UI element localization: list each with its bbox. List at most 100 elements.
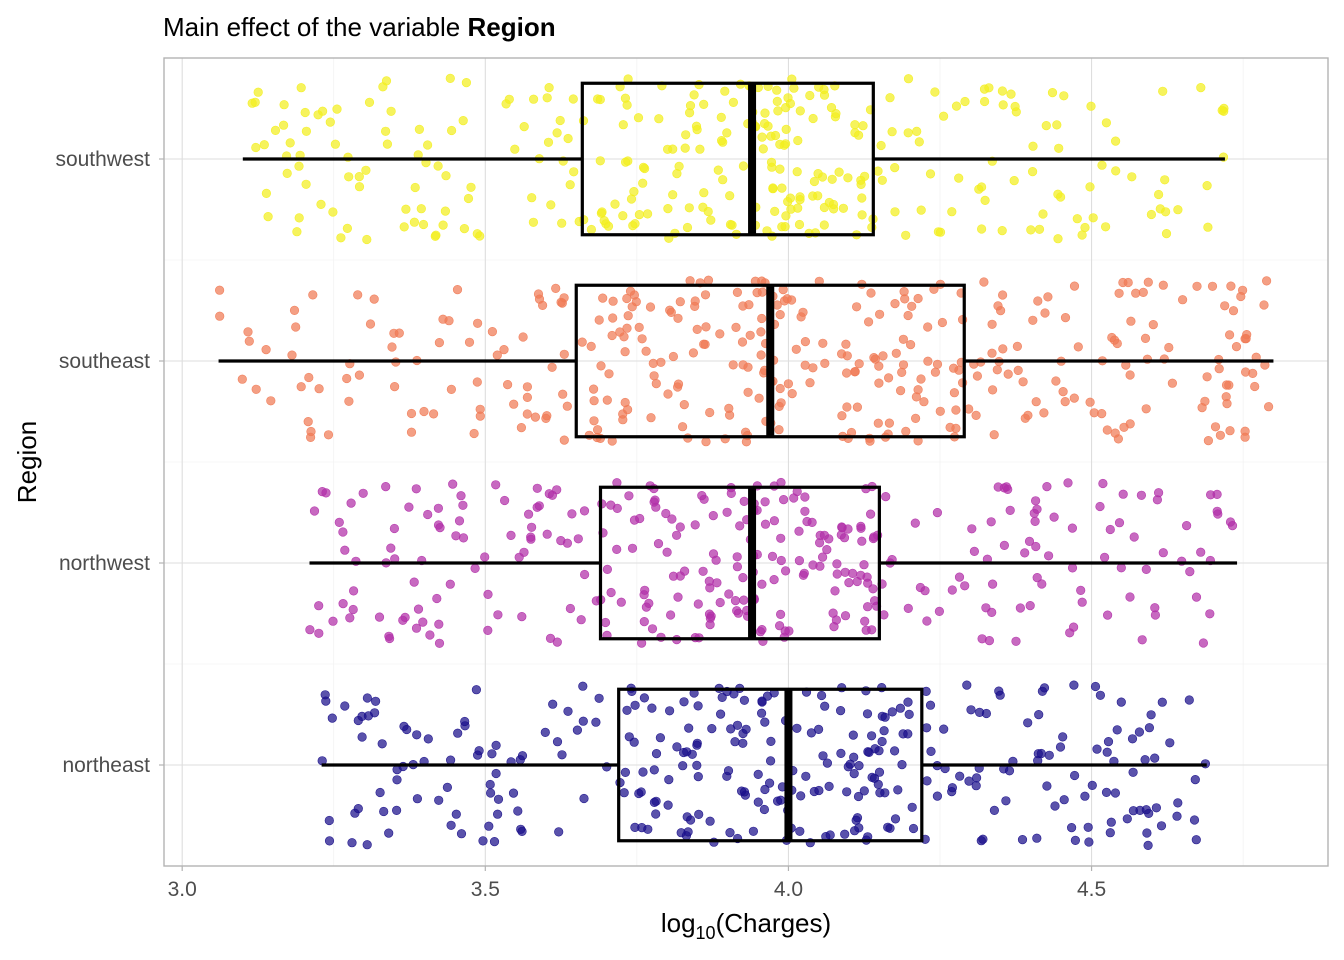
data-point-northeast (630, 822, 640, 833)
data-point-northeast (486, 788, 496, 798)
data-point-southeast (649, 371, 659, 381)
data-point-southwest (463, 193, 474, 204)
data-point-northwest (616, 597, 626, 607)
data-point-northwest (1065, 628, 1075, 638)
data-point-northwest (1024, 536, 1035, 547)
data-point-southwest (718, 175, 728, 185)
data-point-northeast (1023, 718, 1033, 728)
data-point-southwest (633, 113, 644, 123)
data-point-southeast (979, 277, 989, 287)
data-point-northeast (655, 733, 666, 743)
data-point-northeast (922, 776, 932, 786)
data-point-northwest (434, 619, 444, 629)
data-point-northeast (766, 736, 776, 747)
data-point-northwest (526, 522, 537, 532)
data-point-northwest (1005, 505, 1015, 516)
data-point-southeast (903, 310, 913, 321)
data-point-southwest (430, 231, 440, 241)
data-point-northwest (722, 507, 732, 517)
data-point-southeast (541, 413, 551, 424)
data-point-northwest (314, 601, 324, 611)
data-point-northeast (859, 786, 869, 796)
data-point-northwest (454, 516, 465, 526)
x-axis: 3.0 3.5 4.0 4.5 (168, 866, 1106, 901)
data-point-northwest (389, 523, 400, 534)
data-point-northwest (1015, 603, 1026, 613)
data-point-northeast (563, 706, 573, 716)
data-point-southeast (818, 338, 828, 348)
data-point-southeast (1207, 281, 1218, 291)
data-point-northeast (893, 785, 903, 795)
data-point-northeast (964, 776, 974, 786)
data-point-southeast (869, 353, 879, 363)
data-point-southeast (648, 358, 658, 369)
data-point-southeast (916, 374, 926, 384)
data-point-southwest (1059, 91, 1069, 101)
data-point-southeast (673, 313, 683, 323)
data-point-southwest (857, 193, 867, 203)
data-point-southeast (607, 330, 617, 341)
data-point-northeast (1173, 798, 1183, 808)
data-point-southwest (409, 217, 420, 227)
data-point-northeast (371, 696, 381, 706)
data-point-northeast (904, 709, 914, 720)
data-point-northwest (799, 568, 809, 578)
data-point-northwest (1198, 638, 1208, 648)
data-point-northeast (320, 690, 330, 700)
data-point-southwest (766, 131, 776, 141)
data-point-southwest (773, 106, 783, 116)
data-point-northeast (554, 827, 564, 837)
data-point-northwest (1114, 518, 1125, 528)
data-point-southeast (724, 403, 734, 414)
data-point-northeast (1069, 680, 1079, 690)
data-point-northwest (542, 529, 552, 539)
data-point-northwest (832, 559, 842, 569)
data-point-southeast (756, 350, 766, 360)
data-point-southeast (429, 409, 439, 419)
data-point-southeast (559, 435, 569, 445)
data-point-northwest (606, 587, 616, 598)
data-point-southeast (783, 379, 794, 389)
data-point-northeast (446, 820, 456, 830)
data-point-southeast (854, 359, 864, 369)
data-point-northeast (955, 771, 965, 781)
data-point-northwest (987, 607, 997, 618)
data-point-southwest (873, 166, 883, 176)
data-point-northeast (679, 697, 689, 707)
data-point-southeast (472, 377, 482, 387)
data-point-southeast (701, 437, 711, 447)
chart-title-prefix: Main effect of the variable (163, 12, 467, 42)
data-point-northwest (579, 569, 590, 580)
data-point-northeast (379, 806, 389, 817)
data-point-northwest (817, 552, 828, 562)
data-point-southeast (675, 297, 685, 307)
data-point-northwest (517, 611, 527, 622)
data-point-southeast (503, 380, 513, 390)
data-point-southwest (263, 212, 273, 222)
y-tick-label-northwest: northwest (59, 552, 150, 575)
data-point-northwest (602, 564, 613, 575)
data-point-southwest (461, 77, 472, 88)
data-point-southwest (819, 220, 829, 230)
data-point-northwest (411, 484, 421, 494)
data-point-northeast (1127, 734, 1138, 744)
data-point-southeast (604, 369, 614, 379)
data-point-northeast (493, 794, 504, 804)
data-point-northeast (375, 787, 385, 798)
data-point-southeast (932, 359, 943, 369)
data-point-northwest (859, 560, 869, 570)
data-point-southwest (793, 135, 803, 146)
data-point-northeast (643, 824, 653, 834)
data-point-southwest (610, 199, 620, 209)
data-point-southeast (703, 275, 714, 285)
data-point-southeast (987, 348, 997, 358)
data-point-northeast (836, 748, 846, 759)
data-point-northwest (1030, 496, 1041, 506)
data-point-northeast (707, 723, 717, 734)
data-point-southeast (910, 413, 921, 424)
data-point-southwest (716, 136, 727, 146)
box-plots (218, 81, 1274, 843)
data-point-southwest (786, 204, 796, 214)
data-point-southwest (951, 101, 962, 111)
data-point-northwest (1213, 509, 1223, 519)
